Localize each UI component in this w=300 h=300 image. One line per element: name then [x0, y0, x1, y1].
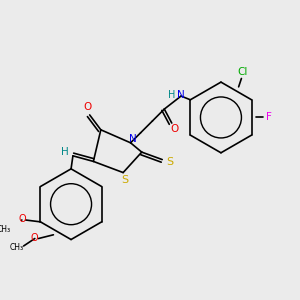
- Text: N: N: [177, 90, 185, 100]
- Text: H: H: [168, 90, 176, 100]
- Text: F: F: [266, 112, 272, 122]
- Text: S: S: [166, 157, 173, 167]
- Text: CH₃: CH₃: [9, 243, 23, 252]
- Text: O: O: [170, 124, 179, 134]
- Text: N: N: [130, 134, 137, 144]
- Text: H: H: [61, 147, 68, 157]
- Text: CH₃: CH₃: [0, 225, 10, 234]
- Text: O: O: [31, 232, 39, 243]
- Text: O: O: [18, 214, 26, 224]
- Text: Cl: Cl: [237, 67, 248, 77]
- Text: S: S: [122, 175, 129, 185]
- Text: O: O: [84, 103, 92, 112]
